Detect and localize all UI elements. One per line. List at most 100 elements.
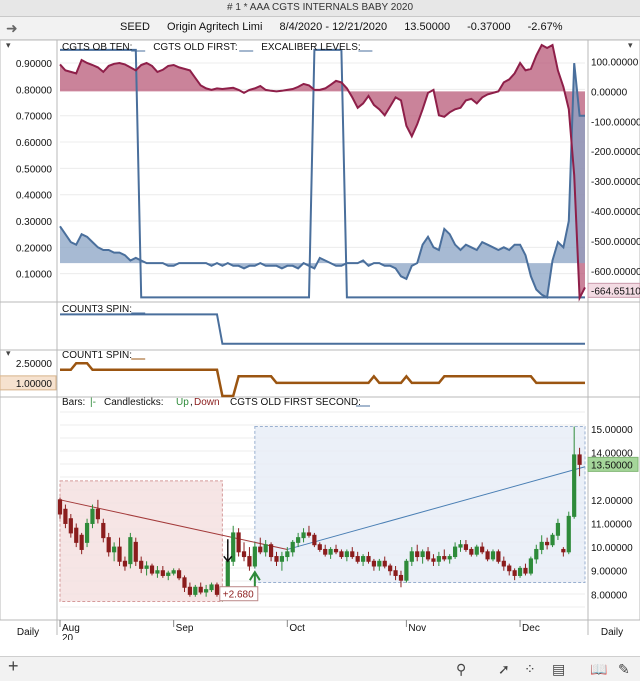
- candle-body[interactable]: [545, 541, 550, 546]
- period-selector-left[interactable]: Daily: [17, 627, 39, 638]
- candle-body[interactable]: [263, 544, 268, 553]
- period-selector-right[interactable]: Daily: [601, 627, 623, 638]
- candle-body[interactable]: [155, 570, 160, 574]
- drawing-palette-icon[interactable]: ✎: [618, 661, 630, 677]
- candle-body[interactable]: [431, 558, 436, 562]
- candle-body[interactable]: [306, 532, 312, 536]
- candle-body[interactable]: [561, 548, 566, 553]
- candle-body[interactable]: [436, 556, 441, 562]
- candle-body[interactable]: [572, 454, 577, 517]
- candle-body[interactable]: [166, 572, 171, 576]
- candle-body[interactable]: [149, 565, 155, 574]
- candle-body[interactable]: [485, 551, 490, 560]
- candle-body[interactable]: [323, 548, 328, 555]
- candle-body[interactable]: [339, 551, 344, 558]
- candle-body[interactable]: [409, 551, 414, 562]
- candle-body[interactable]: [528, 558, 533, 574]
- candle-body[interactable]: [117, 546, 122, 562]
- candle-body[interactable]: [209, 584, 214, 591]
- candle-body[interactable]: [106, 537, 111, 553]
- legend-label[interactable]: COUNT3 SPIN:: [62, 304, 132, 315]
- candle-body[interactable]: [95, 508, 100, 520]
- candle-body[interactable]: [268, 544, 274, 558]
- candle-body[interactable]: [122, 560, 128, 567]
- symbol-label[interactable]: SEED: [120, 21, 150, 33]
- candle-body[interactable]: [512, 570, 517, 576]
- legend-label[interactable]: COUNT1 SPIN:: [62, 350, 132, 361]
- candle-body[interactable]: [344, 551, 349, 558]
- candle-body[interactable]: [328, 548, 333, 555]
- candle-body[interactable]: [128, 537, 133, 565]
- candle-body[interactable]: [241, 551, 247, 558]
- book-icon[interactable]: 📖: [590, 661, 608, 677]
- candle-body[interactable]: [469, 548, 474, 555]
- candle-body[interactable]: [236, 532, 241, 553]
- candle-body[interactable]: [279, 556, 285, 562]
- candle-body[interactable]: [523, 567, 528, 574]
- candle-body[interactable]: [247, 556, 252, 567]
- candle-body[interactable]: [463, 544, 469, 550]
- candle-body[interactable]: [539, 541, 544, 550]
- candle-body[interactable]: [458, 544, 463, 548]
- candle-body[interactable]: [63, 508, 68, 524]
- candle-body[interactable]: [496, 551, 501, 562]
- candle-body[interactable]: [193, 586, 198, 595]
- candle-body[interactable]: [550, 534, 555, 546]
- candle-body[interactable]: [415, 551, 420, 558]
- candle-body[interactable]: [317, 544, 322, 550]
- candle-body[interactable]: [171, 570, 176, 574]
- candle-body[interactable]: [360, 556, 366, 562]
- chart-canvas[interactable]: 0.90000 0.80000 0.70000 0.60000 0.50000 0.400…: [0, 39, 640, 644]
- chart-area[interactable]: 0.90000 0.80000 0.70000 0.60000 0.50000 0.400…: [0, 39, 640, 644]
- candle-body[interactable]: [534, 548, 539, 560]
- candle-body[interactable]: [442, 556, 447, 560]
- candle-body[interactable]: [490, 551, 496, 560]
- candle-body[interactable]: [366, 556, 371, 562]
- candle-body[interactable]: [101, 522, 106, 539]
- legend-label[interactable]: EXCALIBER LEVELS:: [261, 42, 361, 53]
- candle-body[interactable]: [90, 508, 95, 524]
- candle-body[interactable]: [350, 551, 355, 558]
- network-nodes-icon[interactable]: ⁘: [524, 661, 536, 677]
- candle-body[interactable]: [133, 541, 138, 562]
- candle-body[interactable]: [398, 574, 404, 581]
- candle-body[interactable]: [425, 551, 431, 560]
- candle-body[interactable]: [231, 532, 236, 562]
- candle-body[interactable]: [285, 551, 290, 558]
- candle-body[interactable]: [84, 522, 90, 543]
- candle-body[interactable]: [447, 556, 452, 560]
- candle-body[interactable]: [274, 556, 279, 562]
- candle-body[interactable]: [566, 515, 571, 553]
- candle-body[interactable]: [112, 546, 117, 553]
- candle-body[interactable]: [204, 589, 209, 593]
- candle-body[interactable]: [296, 537, 301, 543]
- candle-body[interactable]: [252, 546, 257, 567]
- candle-body[interactable]: [139, 560, 144, 569]
- candle-body[interactable]: [355, 556, 360, 562]
- plus-icon[interactable]: +: [8, 656, 19, 676]
- candle-body[interactable]: [474, 546, 479, 555]
- candle-body[interactable]: [371, 560, 377, 567]
- candle-body[interactable]: [501, 560, 506, 567]
- legend-label[interactable]: CGTS OLD FIRST:: [153, 42, 237, 53]
- candle-body[interactable]: [182, 577, 187, 588]
- candle-body[interactable]: [187, 586, 192, 595]
- candle-body[interactable]: [68, 518, 73, 534]
- candle-body[interactable]: [79, 534, 84, 550]
- candle-body[interactable]: [388, 565, 393, 572]
- pen-line-icon[interactable]: ➚: [498, 661, 510, 677]
- candle-body[interactable]: [393, 570, 398, 576]
- candle-body[interactable]: [333, 548, 339, 553]
- candle-body[interactable]: [404, 560, 409, 581]
- candle-body[interactable]: [160, 570, 165, 576]
- candle-body[interactable]: [301, 532, 306, 539]
- candle-body[interactable]: [74, 527, 79, 543]
- candle-body[interactable]: [312, 534, 317, 546]
- candle-body[interactable]: [290, 541, 295, 553]
- candle-body[interactable]: [57, 499, 63, 515]
- candle-body[interactable]: [225, 560, 230, 591]
- candle-body[interactable]: [420, 551, 425, 558]
- candle-body[interactable]: [144, 565, 149, 569]
- candle-body[interactable]: [507, 565, 512, 572]
- candle-body[interactable]: [214, 584, 220, 595]
